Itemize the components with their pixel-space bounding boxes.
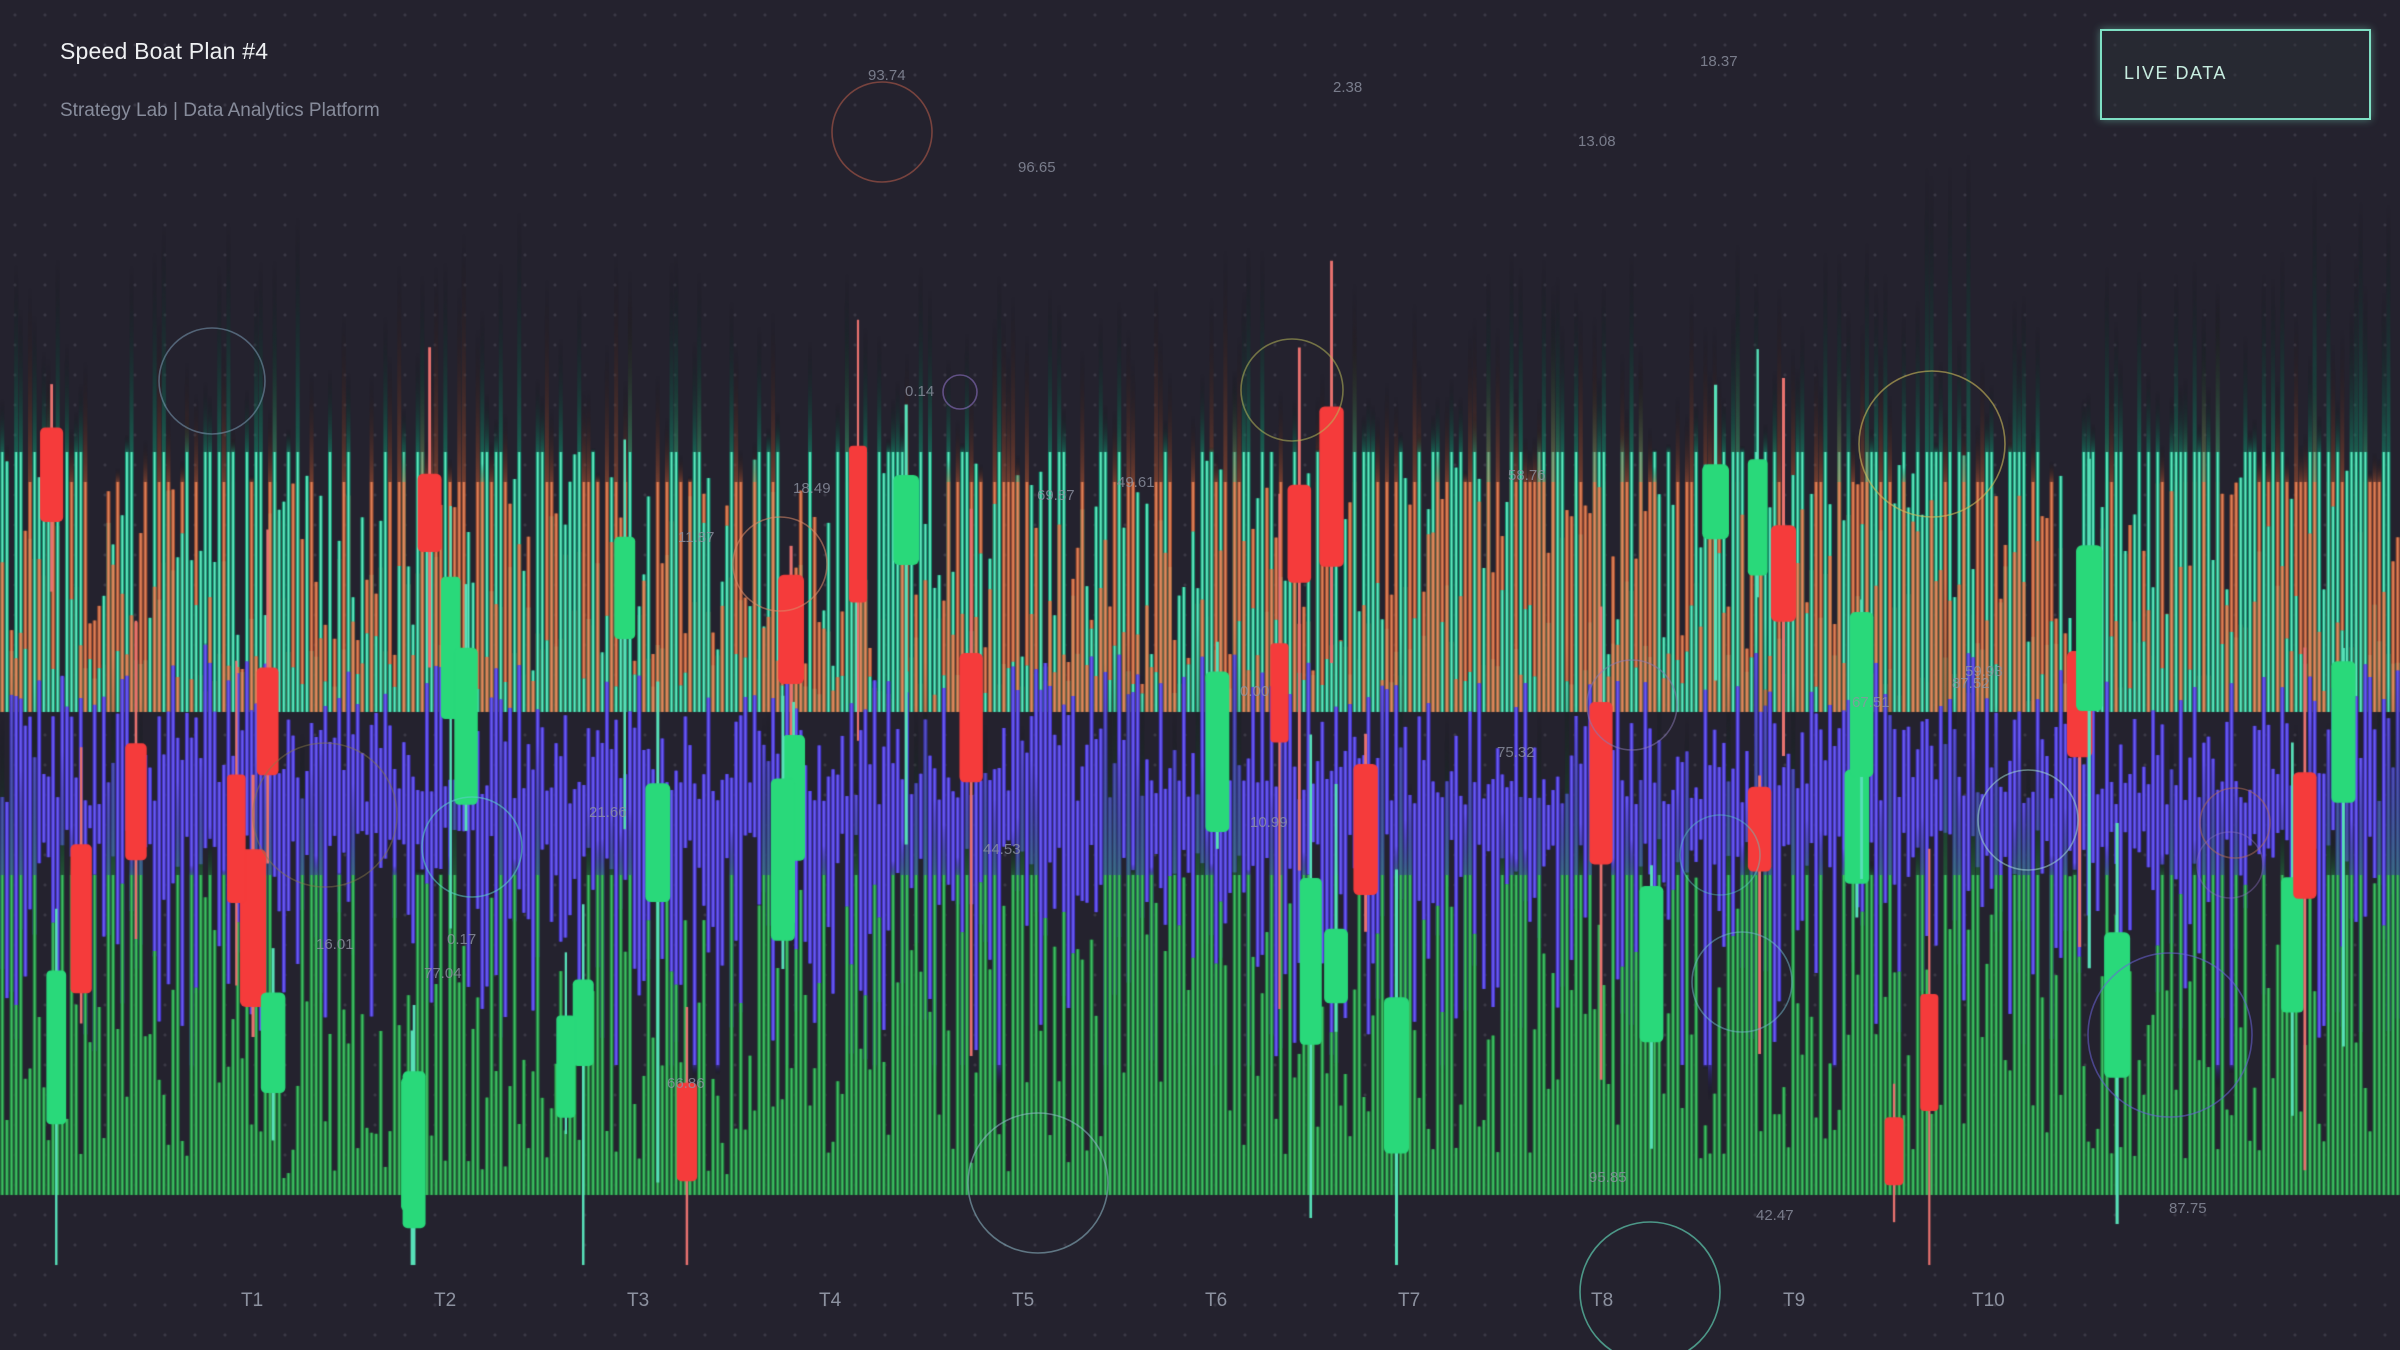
svg-text:95.85: 95.85 <box>1589 1169 1627 1186</box>
svg-text:49.61: 49.61 <box>1117 474 1155 491</box>
svg-text:0.14: 0.14 <box>905 383 934 400</box>
svg-text:58.76: 58.76 <box>1508 467 1546 484</box>
svg-text:16.01: 16.01 <box>316 936 354 953</box>
svg-text:75.32: 75.32 <box>1497 744 1535 761</box>
svg-text:66.86: 66.86 <box>667 1075 705 1092</box>
svg-text:0.17: 0.17 <box>447 931 476 948</box>
svg-text:11.87: 11.87 <box>678 529 714 546</box>
svg-text:44.53: 44.53 <box>983 841 1021 858</box>
svg-text:2.38: 2.38 <box>1333 79 1362 96</box>
svg-text:T9: T9 <box>1783 1290 1805 1311</box>
svg-text:T4: T4 <box>819 1290 842 1311</box>
svg-text:T3: T3 <box>627 1290 649 1311</box>
svg-text:87.75: 87.75 <box>2169 1200 2207 1217</box>
svg-text:93.74: 93.74 <box>868 67 906 84</box>
svg-text:59.98: 59.98 <box>1965 663 2003 680</box>
svg-text:T2: T2 <box>434 1290 456 1311</box>
svg-text:0.00: 0.00 <box>1240 683 1269 700</box>
svg-text:18.37: 18.37 <box>1700 53 1738 70</box>
svg-text:10.99: 10.99 <box>1250 814 1288 831</box>
svg-text:96.65: 96.65 <box>1018 159 1056 176</box>
svg-text:T8: T8 <box>1591 1290 1613 1311</box>
svg-text:13.08: 13.08 <box>1578 133 1616 150</box>
svg-text:21.66: 21.66 <box>589 804 627 821</box>
svg-text:69.87: 69.87 <box>1037 487 1075 504</box>
svg-text:T1: T1 <box>241 1290 263 1311</box>
svg-text:T6: T6 <box>1205 1290 1227 1311</box>
svg-text:42.47: 42.47 <box>1756 1207 1794 1224</box>
svg-text:18.49: 18.49 <box>793 480 831 497</box>
svg-text:77.04: 77.04 <box>424 965 462 982</box>
svg-text:T10: T10 <box>1972 1290 2005 1311</box>
svg-text:67.51: 67.51 <box>1852 694 1890 711</box>
svg-text:T5: T5 <box>1012 1290 1034 1311</box>
svg-text:T7: T7 <box>1398 1290 1420 1311</box>
